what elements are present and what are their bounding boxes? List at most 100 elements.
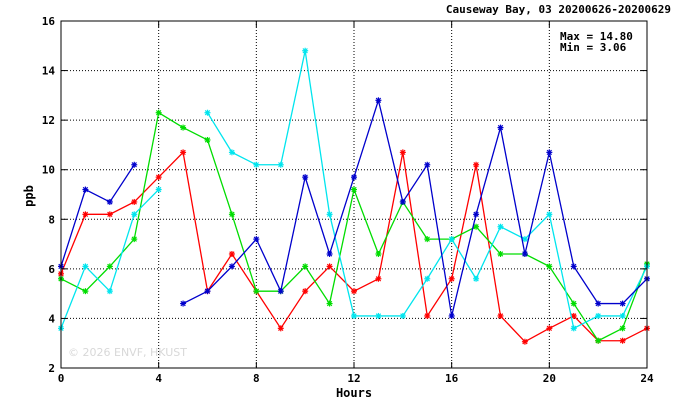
series-4 xyxy=(58,97,650,319)
y-tick-label: 8 xyxy=(48,213,55,226)
y-tick-label: 2 xyxy=(48,362,55,375)
series-1-point xyxy=(180,149,187,156)
x-tick-label: 4 xyxy=(155,372,162,385)
series-4-point xyxy=(424,161,431,168)
series-4-point xyxy=(302,174,309,181)
series-3-point xyxy=(619,312,626,319)
series-3-point xyxy=(131,211,138,218)
series-2-point xyxy=(131,236,138,243)
series-4-point xyxy=(228,263,235,270)
series-4-point xyxy=(131,161,138,168)
series-1-point xyxy=(375,275,382,282)
series-2-point xyxy=(155,109,162,116)
series-4-point xyxy=(204,288,211,295)
series-4-point xyxy=(399,198,406,205)
series-2-point xyxy=(424,236,431,243)
series-2-point xyxy=(180,124,187,131)
series-1-point xyxy=(473,161,480,168)
series-1-point xyxy=(82,211,89,218)
y-tick-label: 14 xyxy=(42,65,56,78)
series-3-point xyxy=(228,149,235,156)
series-3 xyxy=(58,47,650,332)
series-3-point xyxy=(204,109,211,116)
series-3-point xyxy=(595,312,602,319)
series-layer xyxy=(58,47,650,345)
series-4-point xyxy=(277,288,284,295)
series-4-point xyxy=(473,211,480,218)
x-tick-label: 0 xyxy=(58,372,65,385)
series-4-line xyxy=(60,164,135,267)
x-tick-label: 20 xyxy=(543,372,556,385)
series-2-point xyxy=(351,186,357,193)
series-1-point xyxy=(131,198,138,205)
series-3-point xyxy=(448,236,455,243)
series-3-point xyxy=(302,47,309,54)
series-4-point xyxy=(375,97,382,104)
series-4-line xyxy=(182,97,648,317)
series-2-point xyxy=(595,337,602,344)
x-tick-label: 24 xyxy=(640,372,654,385)
series-1-point xyxy=(497,312,504,319)
series-3-point xyxy=(473,275,480,282)
min-label: Min = 3.06 xyxy=(560,41,627,54)
series-1-point xyxy=(399,149,406,156)
series-3-point xyxy=(497,223,504,230)
series-2-point xyxy=(497,250,504,257)
series-1-point xyxy=(448,275,455,282)
series-2-point xyxy=(204,136,211,143)
series-1-point xyxy=(155,174,162,181)
series-3-point xyxy=(82,263,89,270)
max-label: Max = 14.80 xyxy=(560,30,633,43)
y-tick-label: 4 xyxy=(48,312,55,325)
y-axis-label: ppb xyxy=(22,185,36,207)
series-2-point xyxy=(82,288,89,295)
series-4-point xyxy=(595,300,602,307)
series-3-point xyxy=(399,312,406,319)
series-2-point xyxy=(473,223,480,230)
y-tick-label: 10 xyxy=(42,164,55,177)
series-2-point xyxy=(546,263,553,270)
series-3-point xyxy=(155,186,162,193)
series-4-point xyxy=(351,174,357,181)
series-2 xyxy=(58,109,650,344)
series-4-point xyxy=(82,186,89,193)
series-2-point xyxy=(619,325,626,332)
y-tick-label: 6 xyxy=(48,263,55,276)
series-1-point xyxy=(546,325,553,332)
series-4-point xyxy=(570,263,577,270)
series-1-point xyxy=(277,325,284,332)
series-3-point xyxy=(326,211,333,218)
series-3-point xyxy=(351,312,357,319)
series-3-point xyxy=(375,312,382,319)
series-1-point xyxy=(228,250,235,257)
watermark: © 2026 ENVF, HKUST xyxy=(68,346,187,359)
series-4-point xyxy=(497,124,504,131)
x-tick-label: 8 xyxy=(253,372,260,385)
series-4-point xyxy=(546,149,553,156)
series-4-point xyxy=(521,250,528,257)
y-tick-label: 16 xyxy=(42,15,56,28)
series-1-point xyxy=(351,288,357,295)
series-3-point xyxy=(106,288,113,295)
series-1-point xyxy=(302,288,309,295)
series-1-point xyxy=(106,211,113,218)
series-3-point xyxy=(570,325,577,332)
series-3-point xyxy=(521,236,528,243)
series-1-point xyxy=(619,337,626,344)
series-2-point xyxy=(570,300,577,307)
series-1-point xyxy=(521,338,528,345)
series-4-point xyxy=(180,300,187,307)
series-3-point xyxy=(277,161,284,168)
y-tick-label: 12 xyxy=(42,114,55,127)
series-4-point xyxy=(619,300,626,307)
series-4-point xyxy=(448,312,455,319)
x-tick-label: 12 xyxy=(347,372,360,385)
series-3-point xyxy=(546,211,553,218)
series-2-point xyxy=(375,250,382,257)
series-3-point xyxy=(253,161,260,168)
series-2-point xyxy=(326,300,333,307)
series-2-point xyxy=(228,211,235,218)
